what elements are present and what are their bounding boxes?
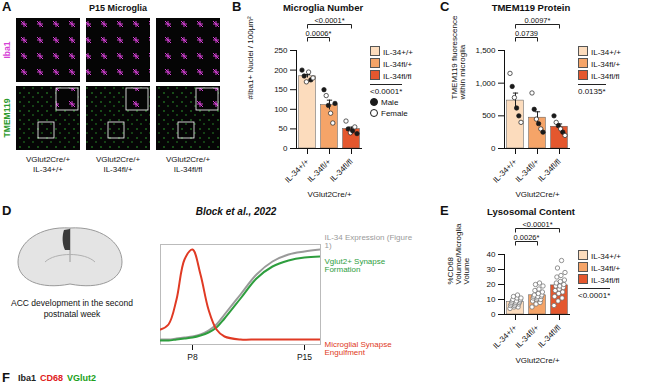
html-text:VGlut2Cre/+: VGlut2Cre/+ bbox=[165, 155, 211, 164]
html-text:Iba1: Iba1 bbox=[18, 373, 36, 383]
svg-text:0.0006*: 0.0006* bbox=[306, 29, 332, 38]
html-text:Male: Male bbox=[381, 98, 399, 107]
svg-text:IL-34+/+: IL-34+/+ bbox=[491, 157, 519, 185]
svg-text:50: 50 bbox=[279, 124, 288, 133]
html-text:E: E bbox=[440, 203, 449, 218]
svg-text:500: 500 bbox=[482, 111, 496, 120]
html-text:IL-34+/+: IL-34+/+ bbox=[591, 252, 621, 261]
svg-text:Vglut2+ SynapseFormation: Vglut2+ SynapseFormation bbox=[325, 257, 386, 274]
html-text:Microglia Number: Microglia Number bbox=[282, 2, 364, 13]
svg-text:Iba1: Iba1 bbox=[2, 41, 12, 58]
svg-text:<0.0001*: <0.0001* bbox=[522, 220, 552, 229]
svg-text:IL-34fl/+: IL-34fl/+ bbox=[514, 323, 541, 350]
svg-text:0.0026*: 0.0026* bbox=[514, 233, 540, 242]
html-text:IL-34+/+: IL-34+/+ bbox=[383, 48, 413, 57]
html-text:IL-34fl/+: IL-34fl/+ bbox=[103, 165, 133, 174]
svg-text:1,500: 1,500 bbox=[475, 46, 496, 55]
html-text:Lysosomal Content: Lysosomal Content bbox=[487, 206, 575, 217]
svg-text:TMEM119: TMEM119 bbox=[2, 98, 12, 137]
svg-text:IL-34fl/fl: IL-34fl/fl bbox=[328, 157, 355, 184]
svg-text:IL-34 Expression (Figure1): IL-34 Expression (Figure1) bbox=[325, 233, 413, 250]
html-text:IL-34fl/fl: IL-34fl/fl bbox=[591, 72, 620, 81]
html-text:P15 Microglia: P15 Microglia bbox=[89, 3, 147, 13]
html-text:B: B bbox=[232, 0, 242, 14]
svg-text:<0.0001*: <0.0001* bbox=[314, 16, 344, 25]
svg-text:VGlut2Cre/+: VGlut2Cre/+ bbox=[307, 190, 352, 199]
html-text:F: F bbox=[2, 370, 10, 385]
svg-text:0.0097*: 0.0097* bbox=[525, 16, 551, 25]
svg-text:IL-34fl/+: IL-34fl/+ bbox=[514, 157, 541, 184]
svg-text:100: 100 bbox=[274, 105, 288, 114]
svg-text:Microglial SynapseEngulfment: Microglial SynapseEngulfment bbox=[325, 340, 393, 357]
svg-text:20: 20 bbox=[487, 280, 496, 289]
svg-text:1,000: 1,000 bbox=[475, 79, 496, 88]
svg-text:VGlut2Cre/+: VGlut2Cre/+ bbox=[515, 356, 560, 365]
svg-text:30: 30 bbox=[487, 265, 496, 274]
html-text:IL-34fl/+: IL-34fl/+ bbox=[383, 60, 413, 69]
svg-text:0: 0 bbox=[491, 310, 496, 319]
html-text:0.0135*: 0.0135* bbox=[578, 87, 606, 96]
svg-text:P8: P8 bbox=[187, 352, 198, 362]
html-text:D: D bbox=[2, 203, 12, 218]
html-text:Block et al., 2022: Block et al., 2022 bbox=[195, 206, 277, 217]
html-text:VGlut2Cre/+: VGlut2Cre/+ bbox=[25, 155, 71, 164]
html-text:<0.0001*: <0.0001* bbox=[370, 87, 403, 96]
html-text:CD68: CD68 bbox=[40, 373, 63, 383]
svg-text:IL-34fl/fl: IL-34fl/fl bbox=[536, 323, 563, 350]
svg-text:40: 40 bbox=[487, 250, 496, 259]
html-text:A: A bbox=[2, 0, 12, 14]
html-text:IL-34fl/+: IL-34fl/+ bbox=[591, 60, 621, 69]
html-text:IL-34fl/fl: IL-34fl/fl bbox=[383, 72, 412, 81]
html-text:ACC development in the second: ACC development in the second postnatal … bbox=[11, 298, 133, 319]
svg-text:IL-34fl/+: IL-34fl/+ bbox=[306, 157, 333, 184]
html-text:VGlut2Cre/+: VGlut2Cre/+ bbox=[95, 155, 141, 164]
html-text:IL-34+/+: IL-34+/+ bbox=[33, 165, 63, 174]
svg-text:250: 250 bbox=[274, 46, 288, 55]
html-text:Female: Female bbox=[381, 109, 408, 118]
svg-text:TMEM119 fluorescencewithin mic: TMEM119 fluorescencewithin microglia bbox=[450, 15, 467, 100]
svg-text:#Iba1+ Nuclei / 100µm²: #Iba1+ Nuclei / 100µm² bbox=[246, 16, 255, 99]
svg-text:%CD68Volume/MicrogliaVolume: %CD68Volume/MicrogliaVolume bbox=[446, 223, 471, 284]
svg-text:IL-34fl/fl: IL-34fl/fl bbox=[536, 157, 563, 184]
svg-text:0: 0 bbox=[283, 144, 288, 153]
svg-text:IL-34+/+: IL-34+/+ bbox=[283, 157, 311, 185]
svg-text:10: 10 bbox=[487, 295, 496, 304]
html-text:IL-34fl/+: IL-34fl/+ bbox=[591, 264, 621, 273]
svg-text:P15: P15 bbox=[297, 352, 312, 362]
html-text:IL-34fl/fl: IL-34fl/fl bbox=[591, 276, 620, 285]
svg-text:IL-34+/+: IL-34+/+ bbox=[491, 323, 519, 351]
html-text:C: C bbox=[440, 0, 450, 14]
svg-text:200: 200 bbox=[274, 66, 288, 75]
svg-text:0.0739: 0.0739 bbox=[515, 29, 538, 38]
html-text:IL-34+/+: IL-34+/+ bbox=[591, 48, 621, 57]
html-text:<0.0001*: <0.0001* bbox=[578, 291, 611, 300]
html-text:IL-34fl/fl: IL-34fl/fl bbox=[173, 165, 203, 174]
svg-text:150: 150 bbox=[274, 85, 288, 94]
html-text:TMEM119 Protein: TMEM119 Protein bbox=[491, 2, 571, 13]
html-text:VGlut2: VGlut2 bbox=[67, 373, 96, 383]
svg-text:0: 0 bbox=[491, 144, 496, 153]
svg-text:VGlut2Cre/+: VGlut2Cre/+ bbox=[515, 190, 560, 199]
